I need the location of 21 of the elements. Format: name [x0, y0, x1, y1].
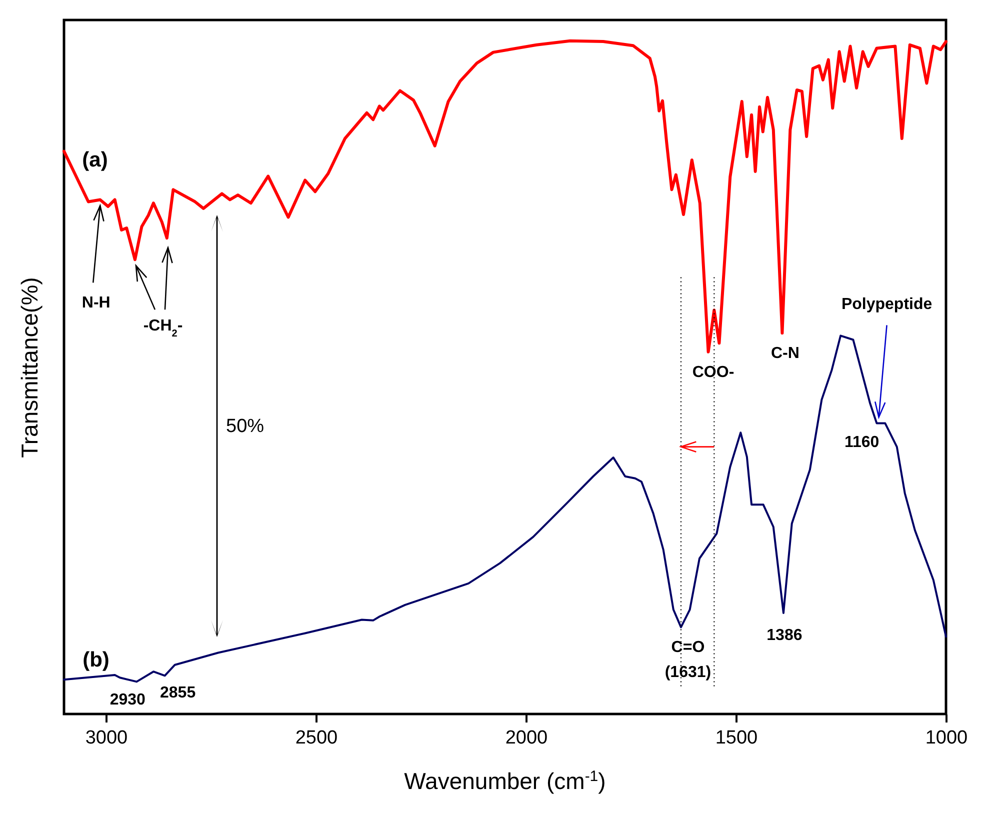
x-axis-title: Wavenumber (cm$^{-1}$) [404, 768, 606, 794]
x-tick-label: 3000 [85, 728, 128, 748]
x-tick-label: 1500 [715, 728, 758, 748]
y-axis-title: Transmittance(%) [16, 277, 42, 458]
annotation: 2930 [110, 692, 146, 709]
x-tick-label: 2500 [295, 728, 338, 748]
annotation: -CH$_{2}$- [143, 318, 183, 340]
series-label: (b) [82, 648, 110, 672]
annotation: C-N [770, 345, 800, 362]
x-tick-label: 1000 [925, 728, 968, 748]
annotation: 2855 [160, 684, 196, 702]
series-label: (a) [82, 148, 108, 172]
annotation: 50% [226, 416, 264, 437]
annotation: C=O [671, 639, 705, 656]
annotation: N-H [82, 294, 110, 312]
x-tick-label: 2000 [505, 728, 548, 748]
annotation: 1160 [844, 434, 880, 452]
annotation: 1386 [766, 627, 802, 644]
annotation: COO- [692, 364, 734, 381]
annotation: Polypeptide [841, 296, 932, 314]
annotation: (1631) [664, 664, 712, 682]
